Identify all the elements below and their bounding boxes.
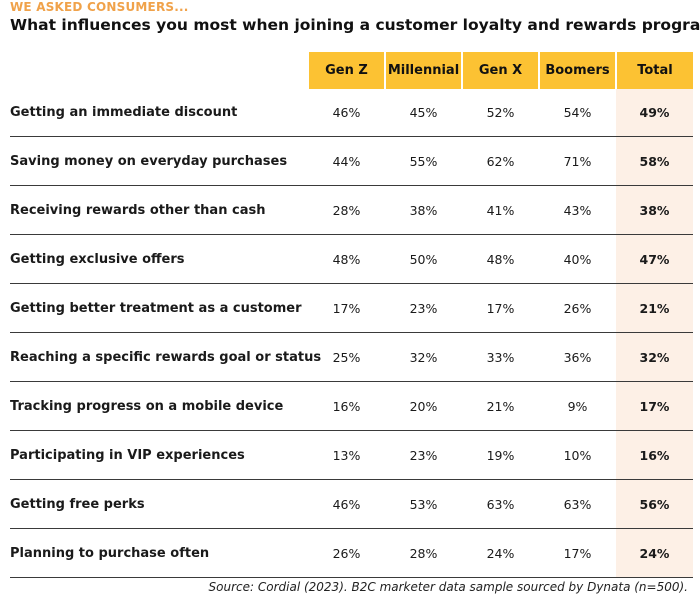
- value-cell: 19%: [462, 430, 539, 480]
- row-label: Planning to purchase often: [10, 528, 308, 578]
- total-cell: 17%: [616, 381, 693, 431]
- row-label: Getting an immediate discount: [10, 89, 308, 137]
- value-cell: 23%: [385, 430, 462, 480]
- value-cell: 24%: [462, 528, 539, 578]
- value-cell: 63%: [539, 479, 616, 529]
- survey-table: Gen Z Millennial Gen X Boomers Total Get…: [10, 52, 693, 578]
- table-row: Getting an immediate discount 46% 45% 52% 54…: [10, 89, 693, 137]
- header-millennial: Millennial: [384, 52, 462, 89]
- value-cell: 17%: [539, 528, 616, 578]
- total-cell: 21%: [616, 283, 693, 333]
- value-cell: 17%: [462, 283, 539, 333]
- header-blank: [10, 52, 308, 89]
- table-row: Planning to purchase often 26% 28% 24% 17% 24…: [10, 528, 693, 578]
- value-cell: 46%: [308, 479, 385, 529]
- table-row: Participating in VIP experiences 13% 23% 19…: [10, 430, 693, 480]
- total-cell: 32%: [616, 332, 693, 382]
- header-boomers: Boomers: [538, 52, 616, 89]
- table-row: Getting free perks 46% 53% 63% 63% 56%: [10, 479, 693, 529]
- value-cell: 62%: [462, 136, 539, 186]
- header-row: Gen Z Millennial Gen X Boomers Total: [10, 52, 693, 89]
- value-cell: 48%: [462, 234, 539, 284]
- value-cell: 50%: [385, 234, 462, 284]
- value-cell: 9%: [539, 381, 616, 431]
- value-cell: 10%: [539, 430, 616, 480]
- value-cell: 20%: [385, 381, 462, 431]
- value-cell: 52%: [462, 89, 539, 137]
- value-cell: 32%: [385, 332, 462, 382]
- value-cell: 28%: [308, 185, 385, 235]
- row-label: Saving money on everyday purchases: [10, 136, 308, 186]
- value-cell: 54%: [539, 89, 616, 137]
- row-label: Getting free perks: [10, 479, 308, 529]
- total-cell: 58%: [616, 136, 693, 186]
- total-cell: 38%: [616, 185, 693, 235]
- table-row: Reaching a specific rewards goal or stat…: [10, 332, 693, 382]
- header-gen-z: Gen Z: [307, 52, 385, 89]
- value-cell: 26%: [539, 283, 616, 333]
- total-cell: 24%: [616, 528, 693, 578]
- value-cell: 40%: [539, 234, 616, 284]
- table-row: Receiving rewards other than cash 28% 38% 4…: [10, 185, 693, 235]
- value-cell: 38%: [385, 185, 462, 235]
- value-cell: 21%: [462, 381, 539, 431]
- value-cell: 16%: [308, 381, 385, 431]
- table-row: Getting exclusive offers 48% 50% 48% 40% 47%: [10, 234, 693, 284]
- value-cell: 71%: [539, 136, 616, 186]
- value-cell: 33%: [462, 332, 539, 382]
- value-cell: 46%: [308, 89, 385, 137]
- value-cell: 17%: [308, 283, 385, 333]
- source-note: Source: Cordial (2023). B2C marketer dat…: [208, 580, 688, 594]
- value-cell: 45%: [385, 89, 462, 137]
- total-cell: 16%: [616, 430, 693, 480]
- row-label: Getting exclusive offers: [10, 234, 308, 284]
- table-row: Tracking progress on a mobile device 16% 2…: [10, 381, 693, 431]
- chart-title: What influences you most when joining a …: [10, 16, 700, 34]
- value-cell: 41%: [462, 185, 539, 235]
- value-cell: 44%: [308, 136, 385, 186]
- value-cell: 25%: [308, 332, 385, 382]
- table-row: Getting better treatment as a customer 17…: [10, 283, 693, 333]
- row-label: Participating in VIP experiences: [10, 430, 308, 480]
- row-label: Getting better treatment as a customer: [10, 283, 308, 333]
- total-cell: 56%: [616, 479, 693, 529]
- total-cell: 49%: [616, 89, 693, 137]
- value-cell: 13%: [308, 430, 385, 480]
- row-label: Receiving rewards other than cash: [10, 185, 308, 235]
- value-cell: 43%: [539, 185, 616, 235]
- value-cell: 53%: [385, 479, 462, 529]
- row-label: Reaching a specific rewards goal or stat…: [10, 332, 321, 382]
- value-cell: 26%: [308, 528, 385, 578]
- row-label: Tracking progress on a mobile device: [10, 381, 308, 431]
- header-total: Total: [615, 52, 693, 89]
- value-cell: 28%: [385, 528, 462, 578]
- value-cell: 23%: [385, 283, 462, 333]
- total-cell: 47%: [616, 234, 693, 284]
- table-row: Saving money on everyday purchases 44% 55%…: [10, 136, 693, 186]
- value-cell: 63%: [462, 479, 539, 529]
- value-cell: 55%: [385, 136, 462, 186]
- eyebrow-text: WE ASKED CONSUMERS...: [10, 0, 189, 14]
- value-cell: 36%: [539, 332, 616, 382]
- header-gen-x: Gen X: [461, 52, 539, 89]
- value-cell: 48%: [308, 234, 385, 284]
